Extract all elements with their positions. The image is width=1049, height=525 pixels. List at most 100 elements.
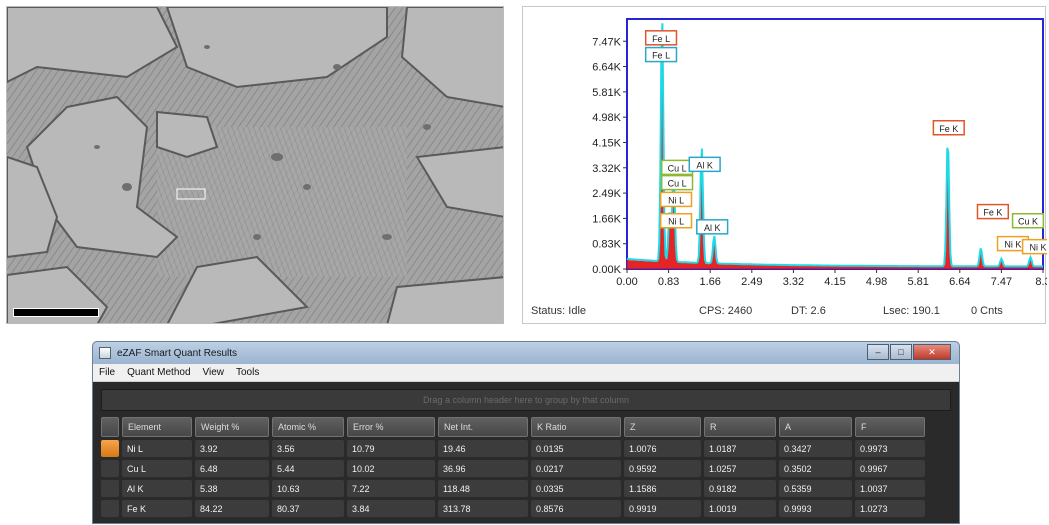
results-window: eZAF Smart Quant Results – □ ✕ File Quan… [92, 341, 960, 524]
table-cell: 5.44 [272, 460, 344, 477]
table-cell: 3.84 [347, 500, 435, 517]
table-cell: 3.92 [195, 440, 269, 457]
table-cell: 1.0257 [704, 460, 776, 477]
x-tick-label: 7.47 [991, 276, 1012, 288]
status-state: Status: Idle [531, 305, 587, 317]
peak-label: Ni L [668, 217, 684, 227]
menu-quant-method[interactable]: Quant Method [127, 367, 191, 378]
peak-label-box [976, 203, 1010, 220]
table-row[interactable]: Fe K 84.22 80.37 3.84 313.78 0.8576 0.99… [101, 500, 951, 517]
window-titlebar[interactable]: eZAF Smart Quant Results – □ ✕ [93, 342, 959, 364]
x-tick-label: 0.83 [658, 276, 679, 288]
close-button[interactable]: ✕ [913, 344, 951, 360]
status-dt: DT: 2.6 [791, 305, 826, 317]
row-selector-header [101, 417, 119, 437]
peak-label-box [1011, 212, 1045, 229]
table-cell: 6.48 [195, 460, 269, 477]
peak-label: Al K [696, 160, 713, 170]
status-counts: 0 Cnts [971, 305, 1003, 317]
menu-file[interactable]: File [99, 367, 116, 378]
table-cell: 0.0217 [531, 460, 621, 477]
menu-tools[interactable]: Tools [236, 367, 260, 378]
y-tick-label: 0.83K [592, 239, 621, 251]
table-row[interactable]: Ni L 3.92 3.56 10.79 19.46 0.0135 1.0076… [101, 440, 951, 457]
peak-label-box [688, 156, 721, 173]
peak-label: Ni K [1004, 240, 1021, 250]
row-selector[interactable] [101, 440, 119, 457]
results-grid: Element Weight % Atomic % Error % Net In… [101, 417, 951, 517]
table-cell: 80.37 [272, 500, 344, 517]
row-selector[interactable] [101, 460, 119, 477]
column-header[interactable]: Net Int. [438, 417, 528, 437]
table-cell: Al K [122, 480, 192, 497]
minimize-button[interactable]: – [867, 344, 889, 360]
column-header[interactable]: R [704, 417, 776, 437]
table-cell: 36.96 [438, 460, 528, 477]
table-cell: Ni L [122, 440, 192, 457]
group-by-drop-area[interactable]: Drag a column header here to group by th… [101, 389, 951, 411]
table-cell: 1.0019 [704, 500, 776, 517]
x-tick-label: 1.66 [699, 276, 720, 288]
table-cell: 0.9967 [855, 460, 925, 477]
peak-label: Cu K [1018, 217, 1038, 227]
table-cell: 0.9919 [624, 500, 701, 517]
table-cell: 1.0187 [704, 440, 776, 457]
y-tick-label: 3.32K [592, 163, 621, 175]
row-selector[interactable] [101, 480, 119, 497]
peak-label: Cu L [668, 179, 687, 189]
column-header[interactable]: Element [122, 417, 192, 437]
y-tick-label: 4.15K [592, 137, 621, 149]
table-cell: 84.22 [195, 500, 269, 517]
window-controls: – □ ✕ [867, 344, 951, 360]
table-cell: 313.78 [438, 500, 528, 517]
column-header[interactable]: Atomic % [272, 417, 344, 437]
table-row[interactable]: Al K 5.38 10.63 7.22 118.48 0.0335 1.158… [101, 480, 951, 497]
table-cell: 0.9592 [624, 460, 701, 477]
y-tick-label: 1.66K [592, 213, 621, 225]
peak-label: Ni L [668, 195, 684, 205]
y-tick-label: 4.98K [592, 112, 621, 124]
table-row[interactable]: Cu L 6.48 5.44 10.02 36.96 0.0217 0.9592… [101, 460, 951, 477]
x-tick-label: 0.00 [616, 276, 637, 288]
maximize-button[interactable]: □ [890, 344, 912, 360]
column-header[interactable]: Error % [347, 417, 435, 437]
peak-label: Fe L [652, 51, 670, 61]
peak-label: Fe K [939, 124, 958, 134]
column-header[interactable]: A [779, 417, 852, 437]
peak-label-box [1021, 238, 1047, 255]
y-tick-label: 0.00K [592, 264, 621, 276]
plot-frame [626, 18, 1044, 270]
column-header[interactable]: Z [624, 417, 701, 437]
table-cell: 19.46 [438, 440, 528, 457]
x-tick-label: 8.3 [1035, 276, 1047, 288]
table-cell: 1.1586 [624, 480, 701, 497]
y-tick-label: 5.81K [592, 87, 621, 99]
table-cell: Cu L [122, 460, 192, 477]
table-cell: 0.9973 [855, 440, 925, 457]
table-cell: 7.22 [347, 480, 435, 497]
column-header[interactable]: Weight % [195, 417, 269, 437]
table-cell: 5.38 [195, 480, 269, 497]
table-cell: 0.3502 [779, 460, 852, 477]
table-cell: Fe K [122, 500, 192, 517]
peak-label-box [932, 120, 965, 136]
peak-label: Ni K [1029, 243, 1046, 253]
column-header[interactable]: F [855, 417, 925, 437]
status-lsec: Lsec: 190.1 [883, 305, 940, 317]
scale-bar [13, 308, 99, 317]
y-tick-label: 2.49K [592, 188, 621, 200]
sem-micrograph [6, 6, 504, 324]
table-cell: 0.5359 [779, 480, 852, 497]
peak-label: Cu L [668, 163, 687, 173]
table-cell: 0.9182 [704, 480, 776, 497]
x-tick-label: 3.32 [783, 276, 804, 288]
menu-view[interactable]: View [202, 367, 225, 378]
y-tick-label: 6.64K [592, 62, 621, 74]
table-cell: 10.79 [347, 440, 435, 457]
table-cell: 1.0273 [855, 500, 925, 517]
app-icon [99, 347, 111, 359]
column-header[interactable]: K Ratio [531, 417, 621, 437]
peak-label-box [644, 46, 678, 63]
row-selector[interactable] [101, 500, 119, 517]
